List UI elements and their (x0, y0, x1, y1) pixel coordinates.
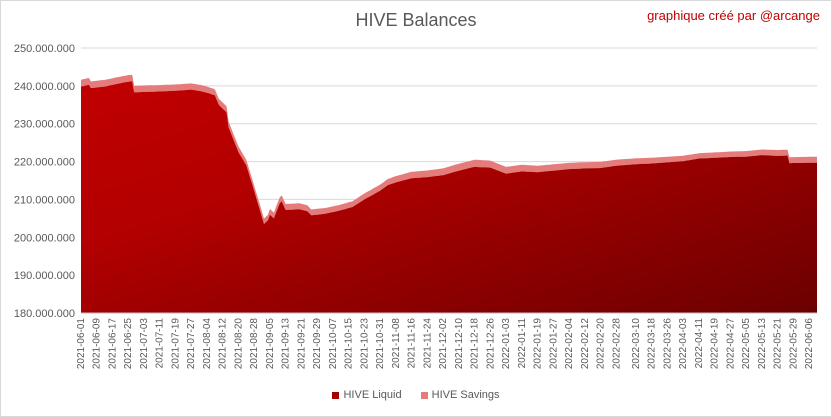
y-tick-label: 230.000.000 (14, 119, 75, 131)
x-tick-label: 2022-02-12 (580, 318, 591, 370)
y-tick-label: 240.000.000 (14, 81, 75, 93)
x-tick-label: 2021-06-17 (107, 318, 118, 370)
x-tick-label: 2021-10-31 (375, 318, 386, 370)
x-tick-label: 2022-02-28 (611, 318, 622, 370)
x-tick-label: 2021-07-03 (139, 318, 150, 370)
x-tick-label: 2021-12-18 (470, 318, 481, 370)
chart-legend: HIVE Liquid HIVE Savings (0, 389, 832, 401)
x-tick-label: 2022-03-26 (662, 318, 673, 370)
x-tick-label: 2021-06-01 (76, 318, 87, 370)
x-tick-label: 2021-08-12 (218, 318, 229, 370)
y-tick-label: 180.000.000 (14, 308, 75, 320)
chart-title: HIVE Balances (355, 10, 477, 30)
x-tick-label: 2021-07-27 (186, 318, 197, 370)
x-tick-label: 2022-03-10 (631, 318, 642, 370)
legend-label-liquid: HIVE Liquid (343, 389, 402, 401)
x-tick-label: 2022-05-21 (773, 318, 784, 370)
x-tick-label: 2021-12-26 (485, 318, 496, 370)
legend-label-savings: HIVE Savings (431, 389, 500, 401)
x-tick-label: 2021-09-05 (265, 318, 276, 370)
x-tick-label: 2021-11-08 (391, 318, 402, 369)
x-tick-label: 2021-07-11 (155, 318, 166, 369)
x-tick-label: 2021-09-21 (296, 318, 307, 370)
x-tick-label: 2022-04-19 (710, 318, 721, 370)
x-tick-label: 2022-05-29 (788, 318, 799, 370)
x-tick-label: 2021-06-25 (123, 318, 134, 370)
x-tick-label: 2021-06-09 (92, 318, 103, 370)
x-tick-label: 2022-04-27 (725, 318, 736, 370)
x-tick-label: 2021-08-20 (233, 318, 244, 370)
y-tick-label: 250.000.000 (14, 43, 75, 55)
y-tick-label: 210.000.000 (14, 194, 75, 206)
legend-swatch-savings (420, 391, 428, 399)
area-hive-liquid (81, 81, 817, 313)
x-tick-label: 2022-01-27 (548, 318, 559, 370)
x-tick-label: 2022-04-11 (694, 318, 705, 369)
x-tick-label: 2021-08-28 (249, 318, 260, 370)
x-tick-label: 2021-11-16 (407, 318, 418, 369)
x-tick-label: 2021-12-10 (454, 318, 465, 370)
legend-item-liquid: HIVE Liquid (332, 389, 402, 401)
x-tick-label: 2022-01-19 (533, 318, 544, 370)
area-hive-savings (81, 74, 817, 224)
y-tick-label: 220.000.000 (14, 157, 75, 169)
legend-item-savings: HIVE Savings (420, 389, 500, 401)
chart-credit: graphique créé par @arcange (647, 8, 820, 23)
legend-swatch-liquid (332, 391, 340, 399)
x-tick-label: 2022-01-11 (517, 318, 528, 369)
x-tick-label: 2021-09-13 (281, 318, 292, 370)
x-tick-label: 2021-07-19 (170, 318, 181, 370)
x-tick-label: 2021-08-04 (202, 318, 213, 370)
x-tick-label: 2022-05-13 (757, 318, 768, 370)
x-tick-label: 2022-05-05 (741, 318, 752, 370)
x-tick-label: 2022-02-04 (564, 318, 575, 370)
x-tick-label: 2021-10-15 (344, 318, 355, 370)
x-tick-label: 2022-02-20 (596, 318, 607, 370)
x-tick-label: 2021-09-29 (312, 318, 323, 370)
x-tick-label: 2021-11-24 (422, 318, 433, 369)
x-tick-label: 2021-10-23 (359, 318, 370, 370)
x-tick-label: 2022-06-06 (804, 318, 815, 370)
x-tick-label: 2022-03-18 (647, 318, 658, 370)
y-tick-label: 190.000.000 (14, 270, 75, 282)
x-tick-label: 2022-01-03 (501, 318, 512, 370)
y-tick-label: 200.000.000 (14, 232, 75, 244)
x-tick-label: 2022-04-03 (678, 318, 689, 370)
x-tick-label: 2021-10-07 (328, 318, 339, 370)
x-tick-label: 2021-12-02 (438, 318, 449, 370)
